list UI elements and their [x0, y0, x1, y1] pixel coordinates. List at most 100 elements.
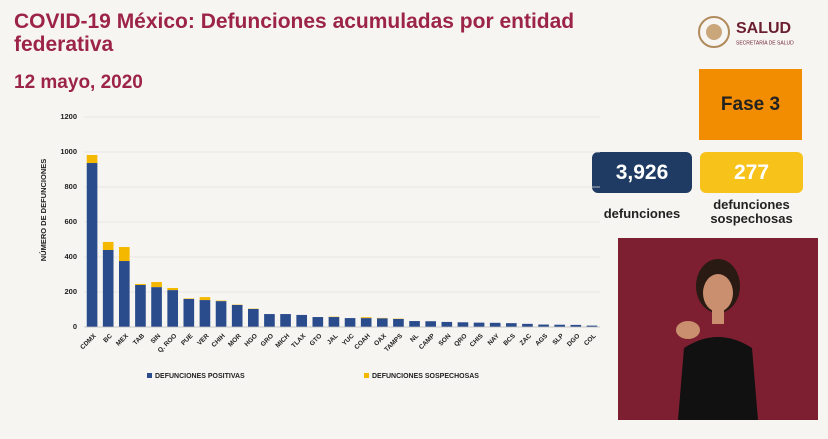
bar-segment — [441, 321, 453, 327]
x-tick-label: CHIS — [469, 332, 485, 348]
x-tick-label: NL — [409, 333, 420, 344]
bar-segment — [312, 317, 324, 327]
logo-text: SALUD — [736, 20, 791, 37]
bar-segment — [393, 318, 404, 327]
bar-segment — [118, 261, 130, 327]
x-tick-label: MICH — [274, 332, 291, 349]
y-tick-label: 400 — [64, 252, 77, 261]
person-neck — [712, 310, 724, 324]
bar-segment — [296, 314, 308, 327]
logo: SALUD SECRETARÍA DE SALUD — [698, 16, 794, 48]
x-tick-label: QRO — [453, 333, 468, 348]
bar-segment — [151, 287, 162, 327]
y-tick-label: 800 — [64, 182, 77, 191]
bar-segment — [247, 308, 259, 327]
x-tick-label: SIN — [150, 332, 163, 345]
x-tick-label: BC — [102, 332, 114, 344]
bar-segment — [215, 301, 227, 327]
interpreter-video — [618, 238, 818, 420]
x-tick-label: JAL — [326, 333, 340, 347]
x-tick-label: AGS — [534, 332, 549, 347]
bar-segment — [183, 298, 195, 299]
x-tick-label: COL — [583, 333, 598, 348]
person-face — [703, 274, 733, 312]
y-tick-label: 1000 — [60, 147, 77, 156]
bar-segment — [425, 321, 437, 327]
bar-segment — [360, 317, 372, 319]
x-tick-label: GTO — [309, 333, 324, 348]
x-tick-label: MOR — [227, 332, 243, 348]
x-tick-label: NAY — [487, 332, 502, 347]
suspected-label: defunciones sospechosas — [710, 197, 793, 226]
x-tick-label: GRO — [260, 333, 275, 348]
x-tick-label: BCS — [502, 332, 517, 347]
x-tick-label: CAMP — [418, 332, 437, 351]
chart-subtitle: 12 mayo, 2020 — [14, 72, 143, 93]
x-tick-label: CDMX — [79, 332, 98, 351]
bar-segment — [586, 325, 598, 327]
bar-segment — [489, 322, 501, 327]
legend-label: DEFUNCIONES POSITIVAS — [155, 373, 245, 380]
legend-swatch — [147, 373, 152, 378]
bar-segment — [554, 324, 566, 327]
bar-segment — [231, 304, 243, 327]
bar-segment — [215, 300, 227, 302]
x-tick-label: TLAX — [290, 332, 307, 349]
x-tick-label: HGO — [244, 333, 259, 348]
suspected-box: 277 — [700, 152, 803, 193]
bar-segment — [360, 318, 372, 327]
bar-segment — [344, 318, 356, 327]
bar-segment — [199, 297, 211, 301]
y-tick-label: 1200 — [60, 112, 77, 121]
bar-segment — [199, 300, 211, 327]
y-axis-label: NÚMERO DE DEFUNCIONES — [39, 159, 48, 262]
chart: NÚMERO DE DEFUNCIONES 0 200 400 600 800 1000 1… — [39, 112, 600, 380]
x-tick-label: PUE — [180, 332, 195, 347]
x-tick-label: TAB — [132, 332, 146, 346]
bar-segment — [167, 287, 179, 291]
bar-segment — [409, 321, 420, 327]
x-tick-label: VER — [196, 332, 211, 347]
bar-segment — [264, 314, 275, 327]
bar-segment — [570, 324, 582, 327]
bar-segment — [376, 318, 388, 327]
x-tick-label: TAMPS — [383, 332, 404, 353]
confirmed-box: 3,926 — [592, 152, 692, 193]
bar-segment — [102, 241, 114, 250]
bar-segment — [151, 282, 162, 288]
x-tick-label: COAH — [353, 332, 372, 351]
y-tick-label: 200 — [64, 287, 77, 296]
person-hand — [676, 321, 700, 339]
bar-segment — [102, 250, 114, 327]
bar-segment — [118, 247, 130, 262]
legend-label: DEFUNCIONES SOSPECHOSAS — [372, 373, 479, 380]
bar-segment — [280, 314, 291, 327]
bar-segment — [457, 322, 469, 327]
bar-segment — [473, 322, 485, 327]
bar-segment — [505, 323, 517, 327]
bar-segment — [328, 317, 340, 327]
person-body — [678, 337, 758, 420]
confirmed-label: defunciones — [603, 206, 681, 221]
bar-segment — [522, 323, 533, 327]
x-tick-label: ZAC — [519, 332, 534, 347]
bar-segment — [86, 154, 98, 164]
bar-segment — [183, 299, 195, 327]
x-tick-label: SON — [438, 332, 453, 347]
x-tick-label: MEX — [115, 332, 130, 347]
legend-swatch — [364, 373, 369, 378]
logo-emblem — [698, 16, 730, 48]
bar-segment — [538, 324, 549, 327]
chart-title: COVID-19 México: Defunciones acumuladas … — [14, 10, 575, 56]
x-tick-label: DGO — [566, 333, 581, 348]
bar-segment — [167, 290, 179, 327]
logo-emblem-inner — [706, 24, 722, 40]
bar-segment — [135, 283, 146, 285]
x-tick-label: SLP — [551, 332, 565, 346]
logo-subtext: SECRETARÍA DE SALUD — [736, 39, 794, 46]
bar-segment — [135, 285, 146, 327]
x-tick-label: CHIH — [211, 332, 227, 348]
y-tick-label: 600 — [64, 217, 77, 226]
y-tick-label: 0 — [73, 322, 77, 331]
